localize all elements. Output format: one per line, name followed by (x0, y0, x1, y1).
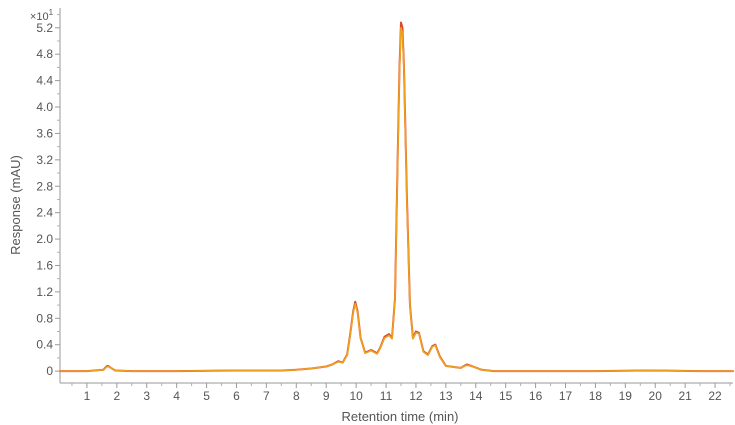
x-tick-label: 8 (293, 389, 300, 403)
x-tick-label: 22 (708, 389, 722, 403)
y-axis-title: Response (mAU) (8, 155, 23, 255)
series-line-2 (59, 27, 734, 372)
y-tick-label: 4.4 (36, 74, 53, 88)
x-tick-label: 9 (323, 389, 330, 403)
y-tick-label: 2.8 (36, 179, 53, 193)
x-tick-label: 4 (173, 389, 180, 403)
y-tick-label: 2.4 (36, 206, 53, 220)
x-tick-label: 13 (439, 389, 453, 403)
y-tick-label: 2.0 (36, 232, 53, 246)
y-tick-label: 0 (46, 364, 53, 378)
x-tick-label: 10 (349, 389, 363, 403)
x-tick-label: 7 (263, 389, 270, 403)
x-tick-label: 6 (233, 389, 240, 403)
series-group (59, 21, 734, 373)
y-tick-label: 5.2 (36, 21, 53, 35)
x-tick-label: 2 (113, 389, 120, 403)
x-tick-label: 20 (649, 389, 663, 403)
axes: 0 0.4 0.8 1.2 1.6 2.0 2.4 2.8 3.2 3.6 4.0 4.4 4.8 5.2… (36, 8, 733, 403)
x-tick-label: 1 (84, 389, 91, 403)
y-tick-label: 3.6 (36, 126, 53, 140)
x-tick-label: 14 (469, 389, 483, 403)
x-tick-label: 19 (619, 389, 633, 403)
y-tick-label: 4.0 (36, 100, 53, 114)
x-tick-label: 17 (559, 389, 573, 403)
y-tick-label: 3.2 (36, 153, 53, 167)
x-tick-label: 21 (678, 389, 692, 403)
x-tick-label: 3 (143, 389, 150, 403)
y-tick-label: 0.4 (36, 338, 53, 352)
x-tick-label: 16 (529, 389, 543, 403)
y-tick-label: 0.8 (36, 311, 53, 325)
x-axis-title: Retention time (min) (341, 409, 458, 424)
y-tick-label: 1.2 (36, 285, 53, 299)
x-tick-label: 11 (380, 389, 393, 403)
x-tick-label: 5 (203, 389, 210, 403)
x-tick-label: 15 (499, 389, 513, 403)
y-tick-label: 4.8 (36, 47, 53, 61)
x-tick-label: 12 (409, 389, 423, 403)
y-tick-label: 1.6 (36, 258, 53, 272)
y-multiplier-label: ×101 (30, 8, 54, 23)
x-tick-label: 18 (589, 389, 603, 403)
